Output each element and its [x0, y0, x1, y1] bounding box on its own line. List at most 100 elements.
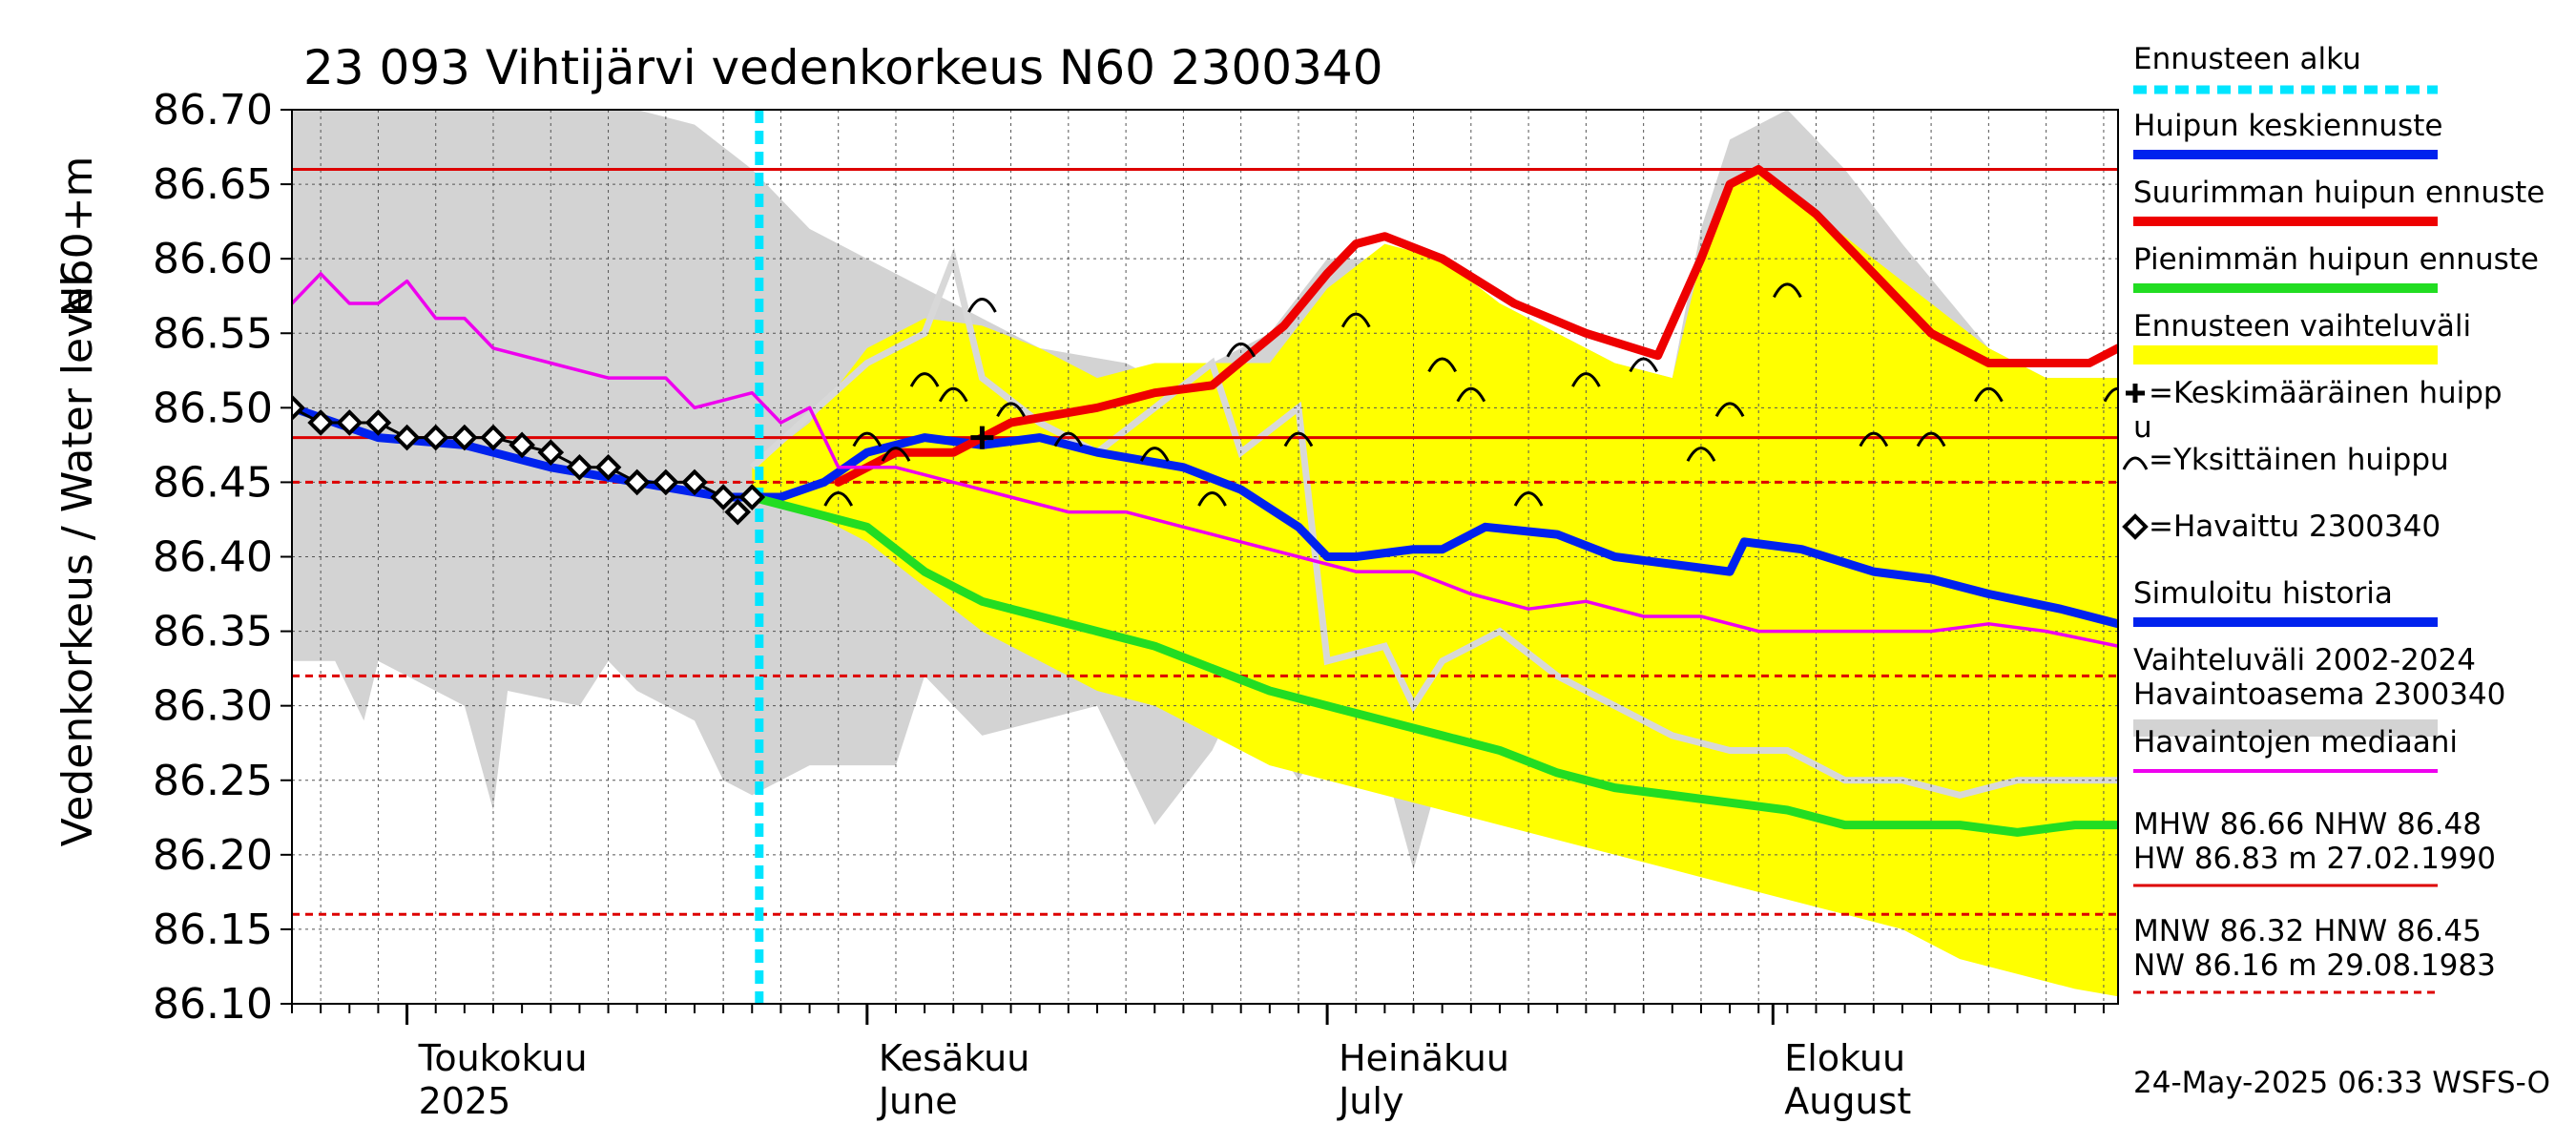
- single-peak-marker: [1859, 431, 1889, 448]
- plot-area: [292, 110, 2118, 1004]
- peaks-layer: [823, 282, 2118, 507]
- single-peak-marker: [996, 402, 1026, 418]
- observed-point: [422, 424, 449, 451]
- month-sublabel: August: [1784, 1080, 1911, 1122]
- observed-point: [537, 439, 565, 467]
- observed-point: [307, 409, 334, 436]
- observed-point: [292, 394, 305, 422]
- legend-label: =Keskimääräinen huipp: [2149, 376, 2503, 410]
- single-peak-marker: [1773, 282, 1802, 299]
- y-axis-label: Vedenkorkeus / Water level: [53, 276, 102, 847]
- single-peak-marker: [1427, 357, 1458, 373]
- observed-point: [681, 468, 708, 496]
- forecast-range-band: [752, 169, 2118, 997]
- observed-point: [336, 409, 364, 436]
- observed-point: [393, 424, 421, 451]
- observed-point: [594, 453, 622, 481]
- forecast-band-layer: [752, 169, 2118, 997]
- legend-label: =Havaittu 2300340: [2149, 510, 2441, 544]
- observed-point: [451, 424, 478, 451]
- single-peak-marker: [1974, 386, 2004, 403]
- y-tick-label: 86.40: [153, 533, 273, 582]
- y-tick-label: 86.45: [153, 458, 273, 507]
- month-label: Elokuu: [1784, 1037, 1905, 1079]
- legend-swatch: [2122, 456, 2149, 470]
- y-axis-ticks: 86.70 86.65 86.60 86.55 86.50 86.45 86.40 86.35…: [153, 86, 292, 1029]
- observed-point: [509, 431, 535, 459]
- month-sublabel: 2025: [419, 1080, 511, 1122]
- y-tick-label: 86.10: [153, 980, 273, 1029]
- observed-point: [566, 453, 593, 481]
- single-peak-marker: [1456, 386, 1486, 403]
- y-axis-unit-label: N60+m: [53, 156, 102, 318]
- legend: Ennusteen alku Huipun keskiennuste Suurimm…: [2122, 42, 2545, 773]
- single-peak-marker: [1916, 431, 1946, 448]
- stats-line: HW 86.83 m 27.02.1990: [2133, 842, 2496, 876]
- single-peak-marker: [1340, 312, 1371, 328]
- legend-label: Pienimmän huipun ennuste: [2133, 242, 2539, 277]
- y-tick-label: 86.30: [153, 682, 273, 731]
- observed-point: [724, 498, 752, 526]
- legend-swatch: [2122, 513, 2149, 540]
- legend-label: Suurimman huipun ennuste: [2133, 176, 2545, 210]
- observed-point: [480, 424, 507, 451]
- observed-point: [710, 484, 737, 510]
- legend-label: Ennusteen vaihteluväli: [2133, 309, 2471, 344]
- y-tick-label: 86.70: [153, 86, 273, 135]
- single-peak-marker: [909, 372, 940, 387]
- observed-point: [364, 409, 392, 436]
- legend-swatch: [2133, 719, 2438, 737]
- single-peak-marker: [1283, 431, 1314, 448]
- mean-peak-marker: [970, 426, 994, 449]
- single-peak-marker: [2103, 386, 2118, 403]
- series-havaintojen-mediaani: [292, 272, 2118, 648]
- single-peak-marker: [967, 298, 997, 313]
- legend-label-continuation: u: [2133, 410, 2152, 445]
- single-peak-marker: [1571, 372, 1601, 387]
- timestamp-footer: 24-May-2025 06:33 WSFS-O: [2133, 1066, 2550, 1100]
- legend-label: Ennusteen alku: [2133, 42, 2361, 76]
- single-peak-marker: [1197, 491, 1227, 507]
- grid-layer: [292, 110, 2118, 1004]
- single-peak-marker: [1053, 431, 1084, 448]
- stats-line: MHW 86.66 NHW 86.48: [2133, 807, 2482, 842]
- legend-label: Havaintojen mediaani: [2133, 725, 2458, 760]
- series-suurimman-huipun-ennuste: [834, 165, 2118, 487]
- single-peak-marker: [852, 431, 883, 448]
- y-tick-label: 86.50: [153, 384, 273, 432]
- single-peak-marker: [881, 447, 911, 462]
- reference-lines-layer: [292, 110, 2118, 1004]
- y-tick-label: 86.20: [153, 831, 273, 880]
- month-sublabel: June: [877, 1080, 958, 1122]
- legend-label-continuation: Havaintoasema 2300340: [2133, 677, 2505, 712]
- month-label: Heinäkuu: [1339, 1037, 1509, 1079]
- single-peak-marker: [1714, 402, 1745, 418]
- y-tick-label: 86.35: [153, 608, 273, 656]
- series-layer: [292, 165, 2118, 837]
- legend-swatch: [2126, 384, 2145, 403]
- series-pienimm-n-huipun-ennuste: [747, 492, 2118, 837]
- y-tick-label: 86.15: [153, 906, 273, 954]
- month-label: Kesäkuu: [879, 1037, 1030, 1079]
- y-tick-label: 86.60: [153, 235, 273, 283]
- legend-label: =Yksittäinen huippu: [2149, 443, 2449, 477]
- y-tick-label: 86.65: [153, 160, 273, 209]
- stats-line: MNW 86.32 HNW 86.45: [2133, 914, 2482, 948]
- month-sublabel: July: [1337, 1080, 1403, 1122]
- single-peak-marker: [938, 386, 968, 403]
- chart-title: 23 093 Vihtijärvi vedenkorkeus N60 23003…: [303, 40, 1383, 95]
- legend-label: Simuloitu historia: [2133, 576, 2393, 611]
- single-peak-marker: [1686, 447, 1716, 462]
- observed-layer: [292, 394, 766, 526]
- single-peak-marker: [1139, 447, 1170, 462]
- y-tick-label: 86.55: [153, 309, 273, 358]
- legend-label: Huipun keskiennuste: [2133, 109, 2442, 143]
- y-tick-label: 86.25: [153, 757, 273, 805]
- observed-point: [623, 468, 651, 496]
- legend-label: Vaihteluväli 2002-2024: [2133, 643, 2476, 677]
- single-peak-marker: [1629, 357, 1658, 373]
- month-label: Toukokuu: [418, 1037, 588, 1079]
